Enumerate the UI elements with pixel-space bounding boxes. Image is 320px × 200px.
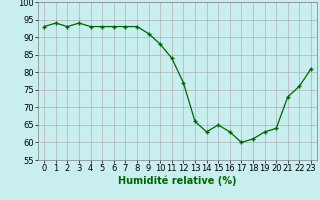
X-axis label: Humidité relative (%): Humidité relative (%) — [118, 176, 237, 186]
